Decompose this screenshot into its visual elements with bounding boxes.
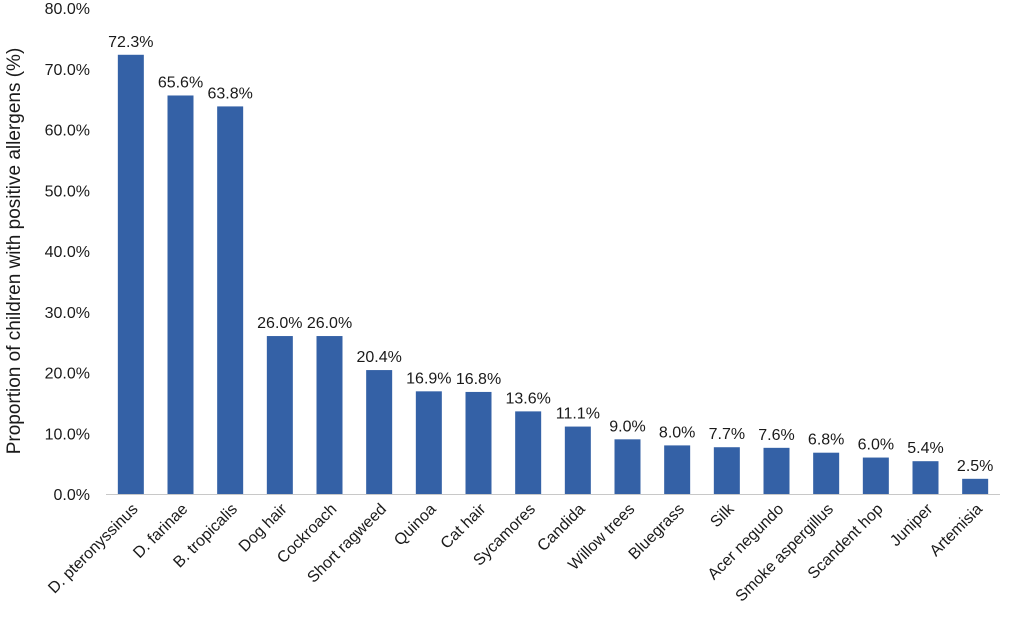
y-tick-label: 80.0% [45, 1, 90, 18]
y-axis-title: Proportion of children with positive all… [4, 48, 25, 455]
bar [366, 370, 393, 494]
data-label: 72.3% [108, 34, 153, 51]
y-tick-label: 40.0% [45, 244, 90, 261]
data-label: 5.4% [907, 440, 943, 457]
bar [614, 439, 641, 494]
x-category-label: Artemisia [927, 501, 986, 560]
data-label: 6.0% [858, 437, 894, 454]
data-label: 7.6% [758, 427, 794, 444]
x-category-label: Quinoa [391, 501, 440, 550]
bar [117, 54, 144, 495]
bar [564, 426, 591, 494]
y-tick-label: 50.0% [45, 183, 90, 200]
y-tick-label: 70.0% [45, 62, 90, 79]
data-label: 6.8% [808, 432, 844, 449]
data-label: 26.0% [257, 315, 302, 332]
data-label: 16.8% [456, 371, 501, 388]
data-label: 7.7% [709, 426, 745, 443]
bar [465, 391, 492, 494]
data-label: 9.0% [609, 418, 645, 435]
x-category-label: D. pteronyssinus [45, 501, 141, 597]
bar [813, 452, 840, 494]
y-tick-label: 20.0% [45, 366, 90, 383]
x-category-label: Silk [707, 500, 738, 531]
data-label: 13.6% [505, 390, 550, 407]
data-label: 8.0% [659, 424, 695, 441]
bar [217, 106, 244, 494]
data-label: 65.6% [158, 74, 203, 91]
bar [266, 336, 293, 494]
bar [664, 445, 691, 494]
data-label: 63.8% [207, 85, 252, 102]
y-tick-label: 0.0% [54, 487, 90, 504]
y-tick-label: 10.0% [45, 426, 90, 443]
data-label: 26.0% [307, 315, 352, 332]
bars-group [117, 54, 989, 495]
data-label: 11.1% [556, 406, 600, 423]
y-axis-ticks: 0.0% 10.0% 20.0% 30.0% 40.0% 50.0% 60.0% 70.0% 8… [45, 1, 90, 504]
x-category-label: Juniper [887, 500, 937, 550]
bar [763, 447, 790, 494]
y-tick-label: 30.0% [45, 305, 90, 322]
bar [415, 391, 442, 494]
bar [167, 95, 194, 494]
y-tick-label: 60.0% [45, 123, 90, 140]
bar [912, 461, 939, 494]
data-label: 20.4% [356, 349, 401, 366]
bar [515, 411, 542, 494]
bar [962, 478, 989, 494]
bar [316, 336, 343, 494]
bar [713, 447, 740, 494]
bar [862, 457, 889, 494]
data-labels-group: 72.3%65.6%63.8%26.0% 26.0%20.4%16.9% 16.8%… [108, 34, 993, 475]
data-label: 16.9% [406, 370, 451, 387]
data-label: 2.5% [957, 458, 993, 475]
